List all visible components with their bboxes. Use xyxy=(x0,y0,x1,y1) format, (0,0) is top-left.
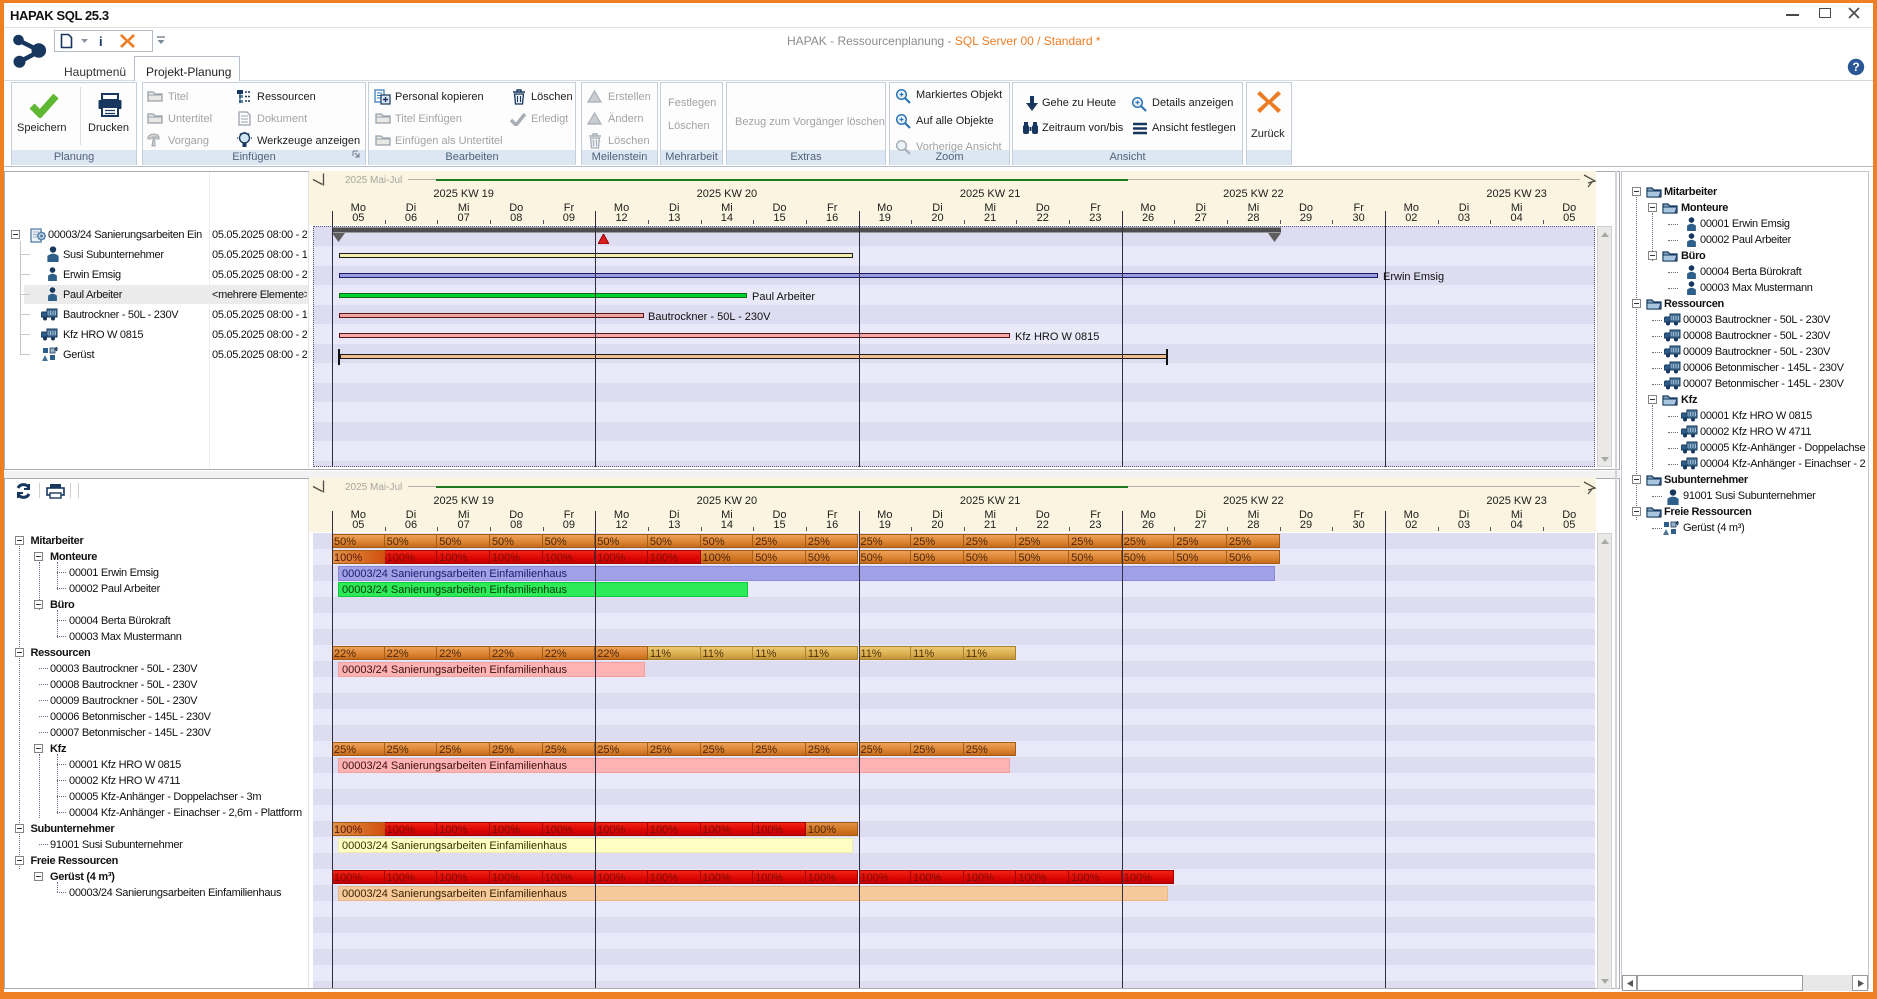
svg-text:?: ? xyxy=(1852,60,1859,74)
